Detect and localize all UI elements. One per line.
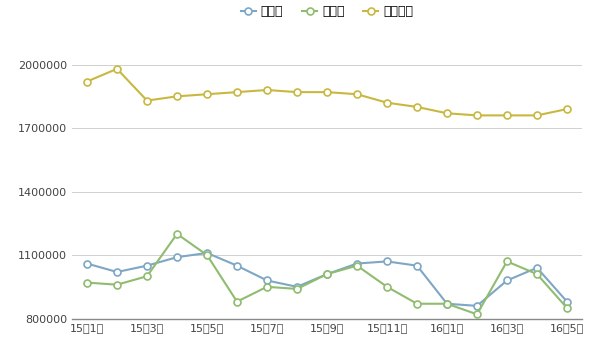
出庫高 (503, 259, 511, 264)
入庫高 (143, 264, 151, 268)
入庫高 (83, 261, 91, 266)
出庫高 (353, 264, 361, 268)
入庫高 (173, 255, 181, 259)
保管残高 (263, 88, 271, 92)
保管残高 (383, 101, 391, 105)
保管残高 (203, 92, 211, 96)
保管残高 (323, 90, 331, 94)
出庫高 (443, 302, 451, 306)
保管残高 (413, 105, 421, 109)
入庫高 (473, 304, 481, 308)
出庫高 (143, 274, 151, 278)
出庫高 (203, 253, 211, 257)
入庫高 (293, 285, 301, 289)
保管残高 (173, 94, 181, 98)
入庫高 (323, 272, 331, 276)
入庫高 (233, 264, 241, 268)
保管残高 (293, 90, 301, 94)
保管残高 (473, 113, 481, 118)
保管残高 (563, 107, 571, 111)
入庫高 (443, 302, 451, 306)
出庫高 (113, 282, 121, 287)
保管残高 (443, 111, 451, 115)
入庫高 (113, 270, 121, 274)
入庫高 (203, 251, 211, 255)
保管残高 (353, 92, 361, 96)
Line: 出庫高: 出庫高 (83, 231, 571, 318)
出庫高 (293, 287, 301, 291)
出庫高 (473, 312, 481, 316)
保管残高 (143, 98, 151, 103)
出庫高 (323, 272, 331, 276)
出庫高 (263, 285, 271, 289)
保管残高 (113, 67, 121, 71)
入庫高 (383, 259, 391, 264)
Line: 保管残高: 保管残高 (83, 66, 571, 119)
入庫高 (413, 264, 421, 268)
Legend: 入庫高, 出庫高, 保管残高: 入庫高, 出庫高, 保管残高 (236, 0, 418, 23)
保管残高 (533, 113, 541, 118)
入庫高 (563, 299, 571, 304)
入庫高 (503, 278, 511, 283)
Line: 入庫高: 入庫高 (83, 249, 571, 310)
出庫高 (83, 281, 91, 285)
出庫高 (563, 306, 571, 310)
保管残高 (83, 79, 91, 84)
出庫高 (233, 299, 241, 304)
出庫高 (173, 232, 181, 236)
保管残高 (233, 90, 241, 94)
保管残高 (503, 113, 511, 118)
入庫高 (263, 278, 271, 283)
出庫高 (413, 302, 421, 306)
入庫高 (353, 261, 361, 266)
出庫高 (533, 272, 541, 276)
入庫高 (533, 266, 541, 270)
出庫高 (383, 285, 391, 289)
